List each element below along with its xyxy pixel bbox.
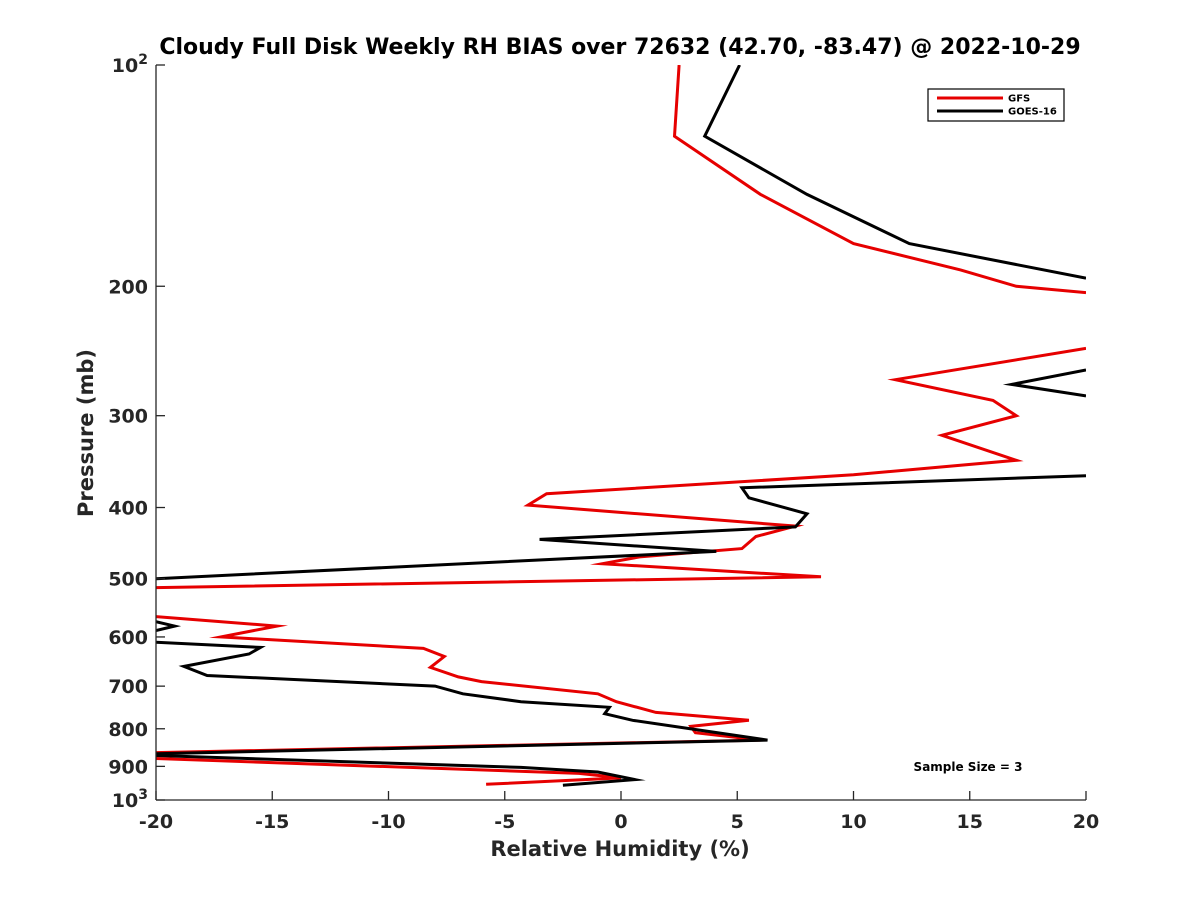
series-line-segment [672, 65, 1086, 295]
series-line-segment [702, 65, 1086, 280]
series-goes-16 [156, 65, 1086, 787]
y-tick-label: 600 [108, 627, 148, 649]
y-tick-label: 800 [108, 719, 148, 741]
x-tick-label: 15 [957, 811, 983, 833]
y-tick-label: 700 [108, 676, 148, 698]
y-tick-label: 200 [108, 276, 148, 298]
chart-title: Cloudy Full Disk Weekly RH BIAS over 726… [159, 35, 1080, 60]
y-tick-label: 102 [112, 52, 148, 77]
series-gfs [156, 65, 1086, 786]
data-layer [156, 65, 1086, 787]
series-line-segment [156, 620, 182, 632]
series-line-segment [156, 615, 761, 755]
y-axis-label: Pressure (mb) [74, 349, 98, 517]
series-line-segment [156, 757, 622, 786]
y-tick-label: 400 [108, 498, 148, 520]
legend-label: GFS [1008, 94, 1030, 105]
x-tick-label: -10 [371, 811, 405, 833]
x-tick-label: 0 [614, 811, 627, 833]
x-tick-label: -15 [255, 811, 289, 833]
x-tick-label: 10 [840, 811, 866, 833]
series-line-segment [156, 640, 768, 756]
sample-size-annotation: Sample Size = 3 [914, 760, 1023, 774]
x-tick-label: -5 [494, 811, 515, 833]
y-tick-label: 103 [112, 787, 148, 812]
y-tick-label: 500 [108, 569, 148, 591]
x-tick-label: 20 [1073, 811, 1099, 833]
legend: GFS GOES-16 [927, 88, 1065, 122]
x-axis-label: Relative Humidity (%) [490, 837, 749, 861]
series-line-segment [156, 346, 1086, 590]
series-line-segment [156, 474, 1086, 581]
y-tick-label: 900 [108, 756, 148, 778]
legend-box [927, 88, 1065, 122]
y-tick-label: 300 [108, 406, 148, 428]
x-tick-label: -20 [139, 811, 173, 833]
axes-layer: -20 -15 -10 -5 0 5 10 15 20 102 200 300 400 500 600 700… [108, 52, 1099, 833]
series-line-segment [156, 754, 646, 787]
x-tick-label: 5 [731, 811, 744, 833]
series-line-segment [1002, 368, 1086, 398]
legend-label: GOES-16 [1008, 107, 1057, 118]
